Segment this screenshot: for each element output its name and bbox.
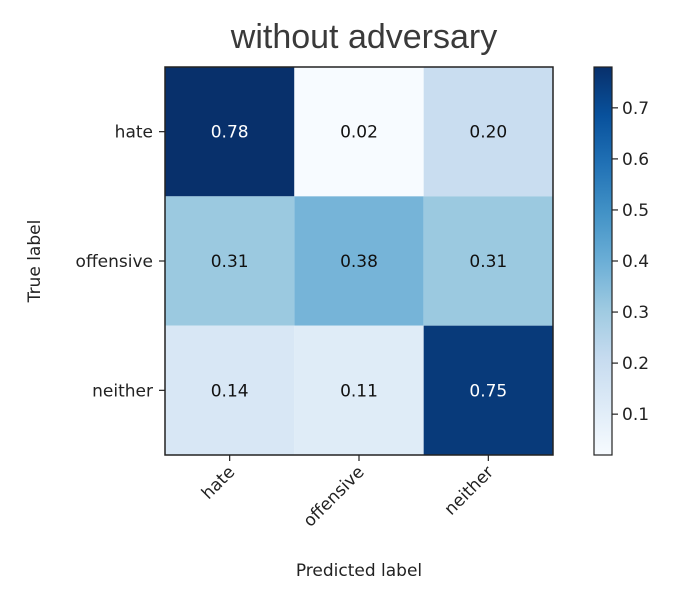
heatmap-cell	[423, 67, 553, 197]
heatmap-cells: 0.78 0.02 0.20 0.31 0.38 0.31 0.14 0.11 0.75	[165, 67, 553, 455]
colorbar-tick-label: 0.5	[622, 201, 649, 221]
x-tick-label: offensive	[300, 462, 369, 531]
cell-value-label: 0.11	[340, 381, 378, 401]
y-tick-label: offensive	[76, 252, 153, 272]
cell-value-label: 0.31	[211, 252, 249, 272]
x-tick-label: neither	[441, 462, 498, 519]
colorbar-ticks: 0.1 0.2 0.3 0.4 0.5 0.6 0.7	[612, 99, 649, 425]
y-tick-label: neither	[92, 381, 153, 401]
y-axis-label: True label	[25, 220, 45, 304]
chart-title: without adversary	[230, 18, 497, 56]
heatmap-cell	[294, 196, 424, 326]
cell-value-label: 0.75	[469, 381, 507, 401]
heatmap-cell	[165, 196, 295, 326]
heatmap-cell	[294, 325, 424, 455]
y-axis-ticks: hate offensive neither	[76, 123, 165, 401]
heatmap-cell	[294, 67, 424, 197]
x-axis-label: Predicted label	[296, 561, 422, 581]
colorbar-tick-label: 0.1	[622, 405, 649, 425]
heatmap-cell	[165, 325, 295, 455]
colorbar-tick-label: 0.7	[622, 99, 649, 119]
heatmap-cell	[165, 67, 295, 197]
cell-value-label: 0.78	[211, 123, 249, 143]
x-tick-label: hate	[198, 462, 239, 503]
cell-value-label: 0.02	[340, 123, 378, 143]
colorbar	[593, 66, 613, 456]
heatmap-cell	[423, 325, 553, 455]
cell-value-label: 0.14	[211, 381, 249, 401]
y-tick-label: hate	[115, 123, 153, 143]
colorbar-tick-label: 0.3	[622, 303, 649, 323]
colorbar-tick-label: 0.6	[622, 150, 649, 170]
cell-value-label: 0.31	[469, 252, 507, 272]
x-axis-ticks: hate offensive neither	[198, 455, 498, 531]
heatmap-cell	[423, 196, 553, 326]
cell-value-label: 0.38	[340, 252, 378, 272]
colorbar-tick-label: 0.2	[622, 354, 649, 374]
cell-value-label: 0.20	[469, 123, 507, 143]
colorbar-tick-label: 0.4	[622, 252, 649, 272]
